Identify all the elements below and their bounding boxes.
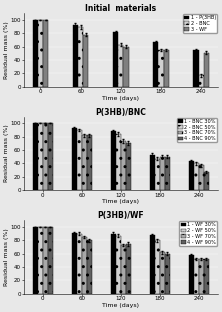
Bar bbox=[87, 240, 92, 294]
Bar bbox=[82, 237, 87, 294]
Bar bbox=[194, 259, 199, 294]
Bar bbox=[199, 259, 204, 294]
Bar bbox=[113, 32, 118, 87]
Legend: 1 - BNC 30%, 2 - BNC 50%, 3 - BNC 70%, 4 - BNC 90%: 1 - BNC 30%, 2 - BNC 50%, 3 - BNC 70%, 4… bbox=[177, 118, 217, 142]
Bar bbox=[83, 35, 89, 87]
Bar bbox=[87, 135, 92, 190]
Bar bbox=[73, 25, 78, 87]
Bar bbox=[165, 254, 170, 294]
Bar bbox=[165, 157, 170, 190]
X-axis label: Time (days): Time (days) bbox=[102, 199, 139, 204]
Bar bbox=[158, 50, 164, 87]
Bar bbox=[193, 50, 198, 87]
Bar bbox=[121, 245, 126, 294]
Bar bbox=[150, 235, 155, 294]
Bar bbox=[33, 227, 38, 294]
Title: P(3HB)/WF: P(3HB)/WF bbox=[97, 211, 144, 220]
X-axis label: Time (days): Time (days) bbox=[102, 303, 139, 308]
Bar bbox=[155, 159, 160, 190]
X-axis label: Time (days): Time (days) bbox=[102, 96, 139, 101]
Title: Initial  materials: Initial materials bbox=[85, 4, 156, 13]
Y-axis label: Residual mass (%): Residual mass (%) bbox=[4, 228, 9, 286]
Bar bbox=[116, 134, 121, 190]
Bar bbox=[121, 141, 126, 190]
Bar bbox=[72, 128, 77, 190]
Bar bbox=[204, 53, 209, 87]
Bar bbox=[43, 227, 48, 294]
Y-axis label: Residual mass (%): Residual mass (%) bbox=[4, 124, 9, 182]
Bar bbox=[126, 244, 131, 294]
Bar bbox=[82, 135, 87, 190]
Bar bbox=[38, 227, 43, 294]
Bar bbox=[194, 163, 199, 190]
Bar bbox=[160, 157, 165, 190]
Bar bbox=[48, 124, 53, 190]
Bar bbox=[38, 20, 43, 87]
Bar bbox=[48, 227, 53, 294]
Bar bbox=[78, 27, 83, 87]
Bar bbox=[111, 131, 116, 190]
Bar bbox=[33, 124, 38, 190]
Bar bbox=[118, 45, 123, 87]
Bar bbox=[198, 75, 204, 87]
Bar bbox=[77, 130, 82, 190]
Bar bbox=[204, 172, 209, 190]
Bar bbox=[160, 252, 165, 294]
Bar bbox=[38, 124, 43, 190]
Legend: 1 - P(3HB), 2 - BNC, 3 - WF: 1 - P(3HB), 2 - BNC, 3 - WF bbox=[183, 14, 217, 33]
Bar bbox=[199, 165, 204, 190]
Bar bbox=[164, 50, 169, 87]
Bar bbox=[43, 124, 48, 190]
Bar bbox=[189, 255, 194, 294]
Bar bbox=[153, 42, 158, 87]
Bar bbox=[204, 259, 209, 294]
Bar bbox=[189, 161, 194, 190]
Y-axis label: Residual mass (%): Residual mass (%) bbox=[4, 21, 9, 79]
Bar bbox=[43, 20, 48, 87]
Title: P(3HB)/BNC: P(3HB)/BNC bbox=[95, 108, 146, 117]
Bar bbox=[126, 144, 131, 190]
Bar bbox=[150, 155, 155, 190]
Bar bbox=[111, 234, 116, 294]
Bar bbox=[155, 240, 160, 294]
Bar bbox=[116, 236, 121, 294]
Legend: 1 - WF 30%, 2 - WF 50%, 3 - WF 70%, 4 - WF 90%: 1 - WF 30%, 2 - WF 50%, 3 - WF 70%, 4 - … bbox=[179, 221, 217, 246]
Bar bbox=[77, 234, 82, 294]
Bar bbox=[123, 46, 129, 87]
Bar bbox=[33, 20, 38, 87]
Bar bbox=[72, 233, 77, 294]
